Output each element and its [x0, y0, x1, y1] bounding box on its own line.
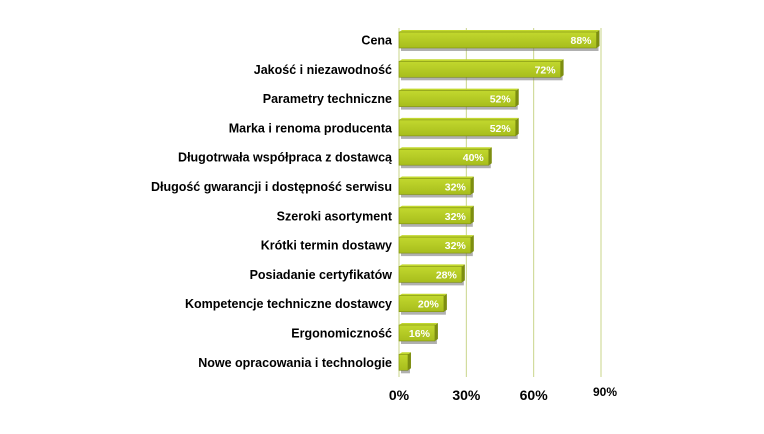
bar-side — [443, 293, 447, 312]
bar — [398, 353, 409, 371]
bar-row: 88% — [398, 30, 600, 51]
bar — [398, 266, 463, 283]
bars: 88% 72% 52% 52% 40% 32% 32% 32% 28% 20% 16% — [398, 30, 600, 374]
bar-top — [399, 293, 447, 296]
category-labels: Cena Jakość i niezawodność Parametry techn… — [151, 34, 393, 370]
bar-row: 32% — [398, 235, 474, 257]
bar — [398, 148, 490, 166]
bar-side — [470, 205, 474, 224]
bar-row: 16% — [398, 323, 438, 344]
bar-row: 20% — [398, 293, 447, 315]
bar-top — [399, 235, 474, 238]
bar-top — [399, 176, 474, 179]
category-label: Długotrwała współpraca z dostawcą — [178, 151, 393, 165]
bar-top — [399, 117, 519, 120]
gridlines — [398, 28, 602, 377]
bar-side — [596, 30, 600, 48]
category-label: Ergonomiczność — [291, 327, 392, 341]
x-axis-ticks: 0% 30% 60% 90% — [389, 385, 617, 403]
bar-value-label: 32% — [445, 182, 467, 194]
x-tick-label: 30% — [452, 387, 481, 403]
bar-top — [399, 264, 465, 267]
bar — [398, 178, 472, 195]
bar-side — [470, 235, 474, 254]
bar — [398, 207, 472, 225]
bar-top — [399, 352, 411, 355]
x-tick-label: 0% — [389, 387, 410, 403]
category-label: Szeroki asortyment — [277, 209, 393, 223]
bar-top — [399, 88, 519, 91]
bar-side — [515, 88, 519, 107]
bar-top — [399, 59, 564, 62]
bar-side — [407, 352, 411, 371]
bar — [398, 31, 597, 49]
bar-side — [434, 323, 438, 341]
bar — [398, 324, 436, 342]
bar — [398, 60, 561, 78]
category-label: Marka i renoma producenta — [229, 121, 393, 135]
bar-value-label: 40% — [463, 152, 485, 164]
bar-value-label: 28% — [436, 269, 458, 281]
bar-row: 40% — [398, 147, 492, 169]
bar-row: 28% — [398, 264, 465, 286]
bar-side — [560, 59, 564, 78]
bar-row: 52% — [398, 88, 519, 110]
bar — [398, 236, 472, 254]
bar-value-label: 16% — [409, 328, 431, 340]
bar-top — [399, 323, 438, 325]
category-label: Długość gwarancji i dostępność serwisu — [151, 180, 392, 194]
bar-value-label: 52% — [490, 123, 512, 135]
bar — [398, 119, 517, 137]
bar-value-label: 72% — [535, 64, 557, 76]
bar-top — [399, 147, 492, 150]
bar-row: 52% — [398, 117, 519, 139]
bar-row: 32% — [398, 205, 474, 227]
bar-value-label: 32% — [445, 211, 467, 223]
bar-side — [488, 147, 492, 166]
category-label: Parametry techniczne — [263, 92, 392, 106]
bar — [398, 295, 445, 313]
bar-value-label: 20% — [418, 299, 440, 311]
x-tick-label: 60% — [520, 387, 549, 403]
bar-value-label: 52% — [490, 94, 512, 106]
category-label: Nowe opracowania i technologie — [198, 356, 392, 370]
bar-row: 72% — [398, 59, 564, 81]
category-label: Cena — [361, 34, 393, 48]
bar-value-label: 32% — [445, 240, 467, 252]
bar — [398, 90, 517, 107]
bar-side — [461, 264, 465, 283]
bar-row — [398, 352, 411, 374]
category-label: Jakość i niezawodność — [254, 63, 392, 77]
category-label: Krótki termin dostawy — [261, 239, 392, 253]
x-tick-label: 90% — [593, 385, 617, 399]
bar-top — [399, 30, 600, 32]
bar-side — [470, 176, 474, 195]
category-label: Kompetencje techniczne dostawcy — [185, 297, 392, 311]
bar-value-label: 88% — [570, 35, 592, 47]
bar-top — [399, 205, 474, 208]
bar-row: 32% — [398, 176, 474, 198]
bar-side — [515, 117, 519, 136]
category-label: Posiadanie certyfikatów — [250, 268, 393, 282]
